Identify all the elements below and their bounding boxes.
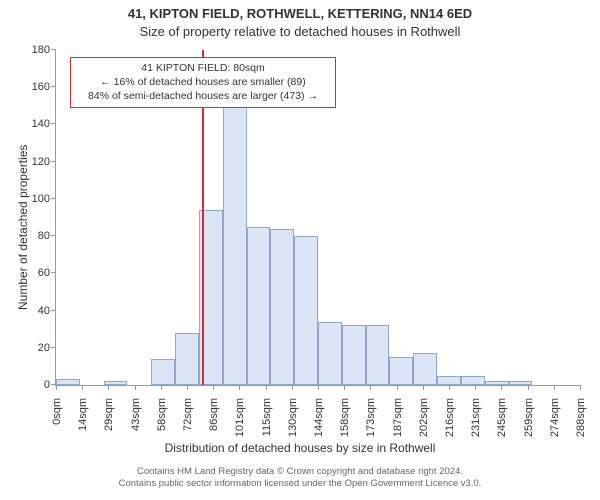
y-tick-mark — [51, 86, 56, 87]
histogram-bar — [461, 376, 485, 385]
x-tick-label: 202sqm — [416, 392, 430, 437]
x-tick-mark — [501, 385, 502, 390]
annotation-box: 41 KIPTON FIELD: 80sqm← 16% of detached … — [70, 57, 336, 108]
x-tick-mark — [161, 385, 162, 390]
x-tick-mark — [397, 385, 398, 390]
histogram-bar — [151, 359, 175, 385]
x-tick-mark — [318, 385, 319, 390]
x-tick-label: 101sqm — [232, 392, 246, 437]
x-tick-label: 29sqm — [101, 392, 115, 431]
x-tick-label: 115sqm — [259, 392, 273, 436]
y-tick-label: 160 — [32, 81, 56, 93]
x-tick-label: 259sqm — [521, 392, 535, 437]
x-tick-mark — [266, 385, 267, 390]
x-tick-label: 14sqm — [75, 392, 89, 431]
histogram-bar — [389, 357, 413, 385]
histogram-bar — [247, 227, 271, 385]
x-tick-label: 231sqm — [468, 392, 482, 437]
x-tick-mark — [213, 385, 214, 390]
histogram-bar — [56, 379, 80, 385]
y-tick-mark — [51, 49, 56, 50]
x-axis-title: Distribution of detached houses by size … — [0, 441, 600, 455]
y-tick-label: 40 — [38, 305, 56, 317]
y-tick-mark — [51, 347, 56, 348]
histogram-bar — [366, 325, 390, 385]
y-tick-label: 20 — [38, 342, 56, 354]
x-tick-mark — [187, 385, 188, 390]
x-tick-label: 0sqm — [49, 392, 63, 425]
x-tick-label: 86sqm — [206, 392, 220, 431]
annotation-line: 84% of semi-detached houses are larger (… — [77, 89, 329, 103]
histogram-bar — [223, 69, 247, 385]
y-tick-label: 60 — [38, 267, 56, 279]
histogram-bar — [270, 229, 294, 385]
credits-line1: Contains HM Land Registry data © Crown c… — [0, 466, 600, 478]
histogram-bar — [294, 236, 318, 385]
x-tick-mark — [239, 385, 240, 390]
histogram-bar — [437, 376, 461, 385]
histogram-bar — [413, 353, 437, 385]
y-tick-mark — [51, 272, 56, 273]
y-tick-mark — [51, 310, 56, 311]
x-tick-label: 216sqm — [442, 392, 456, 437]
histogram-bar — [175, 333, 199, 385]
y-tick-mark — [51, 161, 56, 162]
x-tick-mark — [554, 385, 555, 390]
x-tick-label: 173sqm — [363, 392, 377, 437]
histogram-bar — [509, 381, 533, 385]
x-tick-label: 274sqm — [547, 392, 561, 437]
x-tick-mark — [82, 385, 83, 390]
annotation-line: 41 KIPTON FIELD: 80sqm — [77, 61, 329, 75]
x-tick-mark — [580, 385, 581, 390]
x-tick-label: 130sqm — [285, 392, 299, 437]
x-tick-mark — [108, 385, 109, 390]
x-tick-mark — [344, 385, 345, 390]
x-tick-mark — [423, 385, 424, 390]
x-tick-label: 245sqm — [494, 392, 508, 437]
x-tick-mark — [292, 385, 293, 390]
y-tick-label: 80 — [38, 230, 56, 242]
annotation-line: ← 16% of detached houses are smaller (89… — [77, 75, 329, 89]
histogram-bar — [342, 325, 366, 385]
y-axis-title: Number of detached properties — [16, 145, 30, 310]
x-tick-mark — [370, 385, 371, 390]
y-tick-mark — [51, 198, 56, 199]
x-tick-label: 58sqm — [154, 392, 168, 431]
y-tick-mark — [51, 123, 56, 124]
x-tick-mark — [135, 385, 136, 390]
y-tick-label: 180 — [32, 44, 56, 56]
x-tick-mark — [528, 385, 529, 390]
x-tick-mark — [475, 385, 476, 390]
chart-title-line2: Size of property relative to detached ho… — [0, 24, 600, 39]
x-tick-label: 288sqm — [573, 392, 587, 437]
credits-line2: Contains public sector information licen… — [0, 478, 600, 490]
histogram-bar — [104, 381, 128, 385]
x-tick-mark — [449, 385, 450, 390]
x-tick-label: 72sqm — [180, 392, 194, 431]
histogram-bar — [318, 322, 342, 385]
x-tick-label: 158sqm — [337, 392, 351, 437]
y-tick-label: 140 — [32, 118, 56, 130]
x-tick-mark — [56, 385, 57, 390]
credits-block: Contains HM Land Registry data © Crown c… — [0, 466, 600, 491]
x-tick-label: 187sqm — [390, 392, 404, 437]
x-tick-label: 144sqm — [311, 392, 325, 437]
histogram-chart: 41, KIPTON FIELD, ROTHWELL, KETTERING, N… — [0, 0, 600, 500]
y-tick-label: 120 — [32, 156, 56, 168]
y-tick-label: 100 — [32, 193, 56, 205]
chart-title-line1: 41, KIPTON FIELD, ROTHWELL, KETTERING, N… — [0, 6, 600, 21]
histogram-bar — [485, 381, 509, 385]
x-tick-label: 43sqm — [128, 392, 142, 431]
y-tick-label: 0 — [44, 379, 56, 391]
y-tick-mark — [51, 235, 56, 236]
